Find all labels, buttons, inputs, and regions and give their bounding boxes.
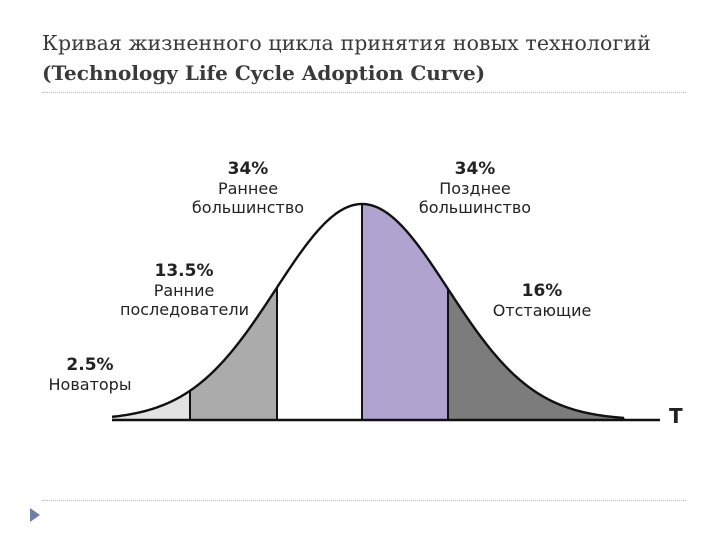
- early-adopters-name-line1: Ранние: [153, 281, 215, 300]
- early-majority-percent: 34%: [227, 159, 269, 179]
- label-laggards: 16% Отстающие: [480, 281, 604, 321]
- footer-divider: [42, 500, 686, 501]
- segment-early-majority: [277, 204, 362, 420]
- bullet-arrow-icon: [30, 508, 40, 522]
- early-majority-name-line1: Раннее: [217, 179, 279, 198]
- segment-innovators: [112, 390, 190, 420]
- early-adopters-name-line2: последователи: [120, 300, 249, 319]
- early-majority-name-line2: большинство: [191, 198, 305, 217]
- title-russian: Кривая жизненного цикла принятия новых т…: [42, 31, 651, 55]
- segment-late-majority: [362, 204, 448, 420]
- segment-laggards: [448, 288, 625, 420]
- innovators-name: Новаторы: [48, 375, 132, 394]
- slide-title: Кривая жизненного цикла принятия новых т…: [42, 28, 702, 88]
- title-divider: [42, 92, 686, 93]
- label-innovators: 2.5% Новаторы: [38, 355, 142, 395]
- laggards-percent: 16%: [521, 281, 563, 301]
- bell-curve-outline: [111, 202, 625, 420]
- late-majority-name-line1: Позднее: [439, 179, 511, 198]
- label-early-majority: 34% Раннее большинство: [178, 159, 318, 218]
- label-early-adopters: 13.5% Ранние последователи: [120, 261, 249, 320]
- title-english: (Technology Life Cycle Adoption Curve): [42, 61, 486, 85]
- late-majority-name-line2: большинство: [418, 198, 532, 217]
- innovators-percent: 2.5%: [66, 355, 114, 375]
- laggards-name: Отстающие: [492, 301, 592, 320]
- time-axis-label: T: [669, 404, 683, 428]
- late-majority-percent: 34%: [454, 159, 496, 179]
- early-adopters-percent: 13.5%: [154, 261, 214, 281]
- label-late-majority: 34% Позднее большинство: [405, 159, 545, 218]
